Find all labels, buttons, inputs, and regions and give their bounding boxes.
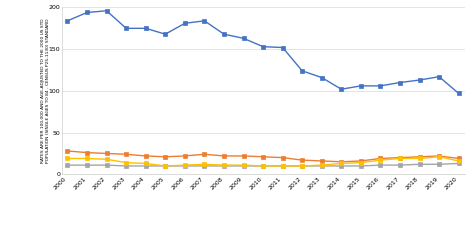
Unknown [64,157,70,160]
Regional [182,154,188,157]
Distant [104,164,109,167]
Local [456,92,462,95]
Local [104,9,109,12]
Distant [378,164,383,167]
Unknown [221,164,227,167]
Distant [280,164,285,167]
Local [358,84,364,87]
Regional [221,154,227,157]
Distant [260,164,266,167]
Unknown [378,159,383,162]
Regional [436,154,442,157]
Unknown [104,158,109,161]
Regional [456,157,462,160]
Local [319,76,325,79]
Unknown [163,164,168,167]
Regional [319,159,325,162]
Unknown [123,161,129,164]
Regional [163,155,168,158]
Distant [338,164,344,167]
Regional [64,149,70,152]
Regional [338,160,344,163]
Local [64,19,70,22]
Distant [397,164,403,167]
Distant [123,164,129,167]
Local [300,69,305,72]
Local [378,84,383,87]
Regional [84,151,90,154]
Unknown [300,164,305,167]
Local [123,27,129,30]
Unknown [280,164,285,167]
Local [201,19,207,22]
Regional [280,156,285,159]
Regional [260,155,266,158]
Distant [221,164,227,167]
Regional [143,154,148,157]
Unknown [182,164,188,167]
Unknown [338,162,344,165]
Local [163,33,168,36]
Unknown [84,157,90,160]
Distant [456,162,462,165]
Unknown [456,159,462,162]
Regional [378,157,383,160]
Unknown [260,164,266,167]
Local [260,45,266,48]
Local [417,78,422,81]
Regional [201,153,207,156]
Local [241,37,246,40]
Distant [64,164,70,167]
Line: Local: Local [66,9,460,95]
Unknown [358,161,364,164]
Distant [417,163,422,166]
Distant [163,164,168,167]
Unknown [436,155,442,158]
Local [397,81,403,84]
Line: Regional: Regional [66,149,460,164]
Local [182,22,188,25]
Regional [397,156,403,159]
Distant [436,163,442,166]
Line: Unknown: Unknown [66,155,460,168]
Distant [201,164,207,167]
Line: Distant: Distant [66,162,460,168]
Distant [182,164,188,167]
Unknown [241,164,246,167]
Distant [300,164,305,167]
Regional [104,152,109,155]
Local [338,88,344,91]
Local [143,27,148,30]
Unknown [397,157,403,160]
Regional [358,159,364,162]
Distant [241,164,246,167]
Distant [319,164,325,167]
Regional [300,159,305,162]
Unknown [319,164,325,167]
Unknown [417,157,422,160]
Regional [417,155,422,158]
Local [280,46,285,49]
Local [436,75,442,78]
Unknown [201,163,207,166]
Distant [143,164,148,167]
Local [84,11,90,14]
Y-axis label: RATES ARE PER 100,000 AND AGE-ADJUSTED TO THE 2000 US STD
POPULATION (SINGLE AGE: RATES ARE PER 100,000 AND AGE-ADJUSTED T… [41,19,50,163]
Local [221,33,227,36]
Unknown [143,162,148,165]
Distant [358,164,364,167]
Distant [84,164,90,167]
Regional [241,154,246,157]
Regional [123,153,129,156]
